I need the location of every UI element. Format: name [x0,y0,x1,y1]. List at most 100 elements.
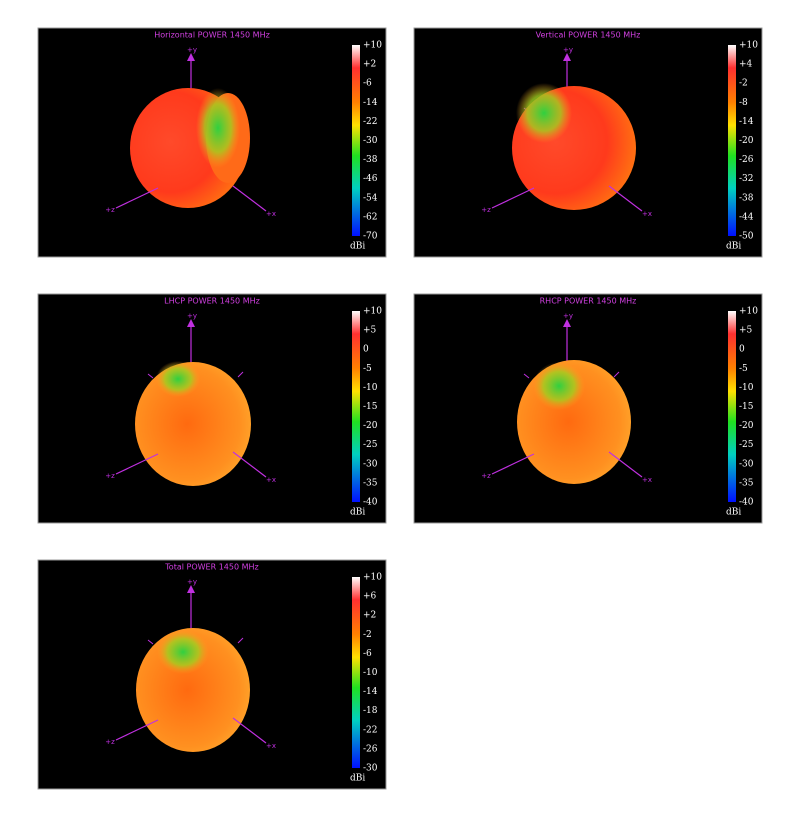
axis-line [523,373,530,379]
axis-line [232,717,267,744]
scale-label: -26 [739,155,754,165]
scale-label: -14 [363,687,378,697]
radiation-pattern [135,362,251,486]
axis-line [613,371,620,378]
scale-label: -35 [739,478,754,488]
axis-label: +y [563,312,573,320]
panel: Vertical POWER 1450 MHz +y +z +x +10 +4 -2 -8 -1… [413,27,763,258]
pattern-null [157,630,209,674]
scale-label: -22 [363,725,378,735]
scale-label: -20 [363,421,378,431]
scale-label: +4 [739,60,753,70]
scale-unit: dBi [726,242,741,252]
panel: RHCP POWER 1450 MHz +y +z +x +10 +5 0 -5 -10 -15 -… [413,293,763,524]
axis-line [608,185,643,212]
scale-label: -30 [739,459,754,469]
scale-label: +5 [739,326,753,336]
axis-label: +z [105,206,115,214]
axis-line [237,637,244,644]
scale-label: -30 [363,764,378,774]
scale-label: -8 [739,98,748,108]
axis-arrow [563,319,571,327]
axis-label: +y [187,46,197,54]
scale-label: -40 [363,498,378,508]
axis-arrow [563,53,571,61]
scale-label: -20 [739,136,754,146]
panel: LHCP POWER 1450 MHz +y +z +x +10 +5 0 -5 -10 -15 -… [37,293,387,524]
axis-line [232,185,267,212]
scale-unit: dBi [350,774,365,784]
scale-label: -50 [739,232,754,242]
axis-arrow [187,585,195,593]
color-bar [728,45,736,236]
scale-label: -44 [739,212,754,222]
scale-label: +10 [363,307,382,317]
scale-label: 0 [739,345,745,355]
scale-label: +10 [739,41,758,51]
scale-label: -38 [363,155,378,165]
axis-label: +y [187,312,197,320]
pattern-null [196,88,240,168]
scale-label: +5 [363,326,377,336]
color-bar [728,311,736,502]
scale-label: -26 [363,744,378,754]
axis-line [115,719,159,741]
panel-title: Vertical POWER 1450 MHz [536,31,641,40]
axis-label: +x [266,476,276,484]
scale-label: -14 [739,117,754,127]
scale-unit: dBi [350,508,365,518]
axis-label: +z [481,206,491,214]
panel-title: Total POWER 1450 MHz [164,563,258,572]
scale-label: -30 [363,136,378,146]
scale-label: -54 [363,193,378,203]
axis-arrow [187,319,195,327]
scale-label: -2 [739,79,748,89]
scale-label: -10 [739,383,754,393]
scale-label: 0 [363,345,369,355]
scale-label: +10 [363,41,382,51]
axis-label: +z [481,472,491,480]
pattern-null [516,83,572,143]
scale-label: +10 [363,573,382,583]
scale-label: -25 [739,440,754,450]
scale-label: -62 [363,212,378,222]
scale-label: -35 [363,478,378,488]
color-bar [352,577,360,768]
scale-label: -18 [363,706,378,716]
scale-label: -5 [363,364,372,374]
axis-arrow [187,53,195,61]
panel: Horizontal POWER 1450 MHz +y +z +x +10 +2 -6 -1… [37,27,387,258]
scale-label: -46 [363,174,378,184]
axis-label: +z [105,472,115,480]
scale-label: -22 [363,117,378,127]
axis-label: +x [642,210,652,218]
axis-line [491,453,535,475]
axis-line [232,451,267,478]
scale-label: +2 [363,60,376,70]
color-bar [352,311,360,502]
pattern-null [533,362,585,410]
scale-label: +2 [363,611,376,621]
axis-line [115,453,159,475]
scale-label: -30 [363,459,378,469]
scale-unit: dBi [350,242,365,252]
color-bar [352,45,360,236]
axis-line [491,187,535,209]
scale-label: -2 [363,630,372,640]
scale-label: -20 [739,421,754,431]
panel-title: Horizontal POWER 1450 MHz [154,31,270,40]
scale-label: -15 [363,402,378,412]
axis-label: +x [642,476,652,484]
panel-title: RHCP POWER 1450 MHz [540,297,637,306]
scale-label: -38 [739,193,754,203]
scale-label: -70 [363,232,378,242]
axis-line [147,373,154,379]
panel-title: LHCP POWER 1450 MHz [164,297,260,306]
axis-line [115,187,159,209]
scale-label: -25 [363,440,378,450]
pattern-null [156,361,200,397]
scale-label: +6 [363,592,377,602]
axis-line [147,639,154,645]
